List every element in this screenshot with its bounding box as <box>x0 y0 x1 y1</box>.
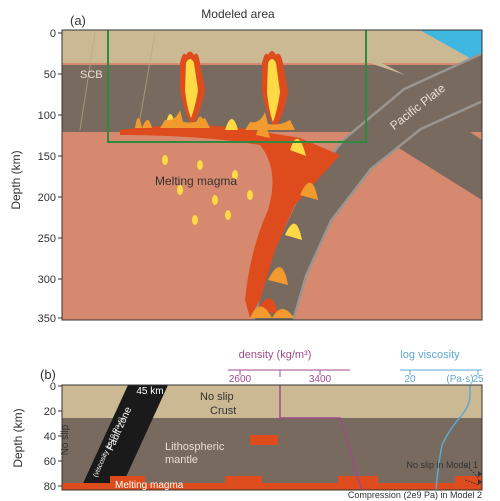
diagram-root: 0 50 100 150 200 250 300 350 Depth (km) … <box>0 0 500 501</box>
panel-a-ylabel: Depth (km) <box>9 150 23 209</box>
scb-label: SCB <box>80 69 103 81</box>
crust-label-b: Crust <box>210 405 236 417</box>
svg-text:80: 80 <box>44 481 56 493</box>
svg-text:100: 100 <box>38 110 56 122</box>
fault-width-label: 45 km <box>136 386 163 397</box>
model1-label: No slip in Model 1 <box>406 460 478 470</box>
svg-text:20: 20 <box>404 374 416 385</box>
svg-text:20: 20 <box>44 406 56 418</box>
panel-b-label: (b) <box>40 367 56 382</box>
svg-text:40: 40 <box>44 431 56 443</box>
density-axis: density (kg/m³) 2600 3400 <box>228 349 350 385</box>
svg-text:density (kg/m³): density (kg/m³) <box>239 349 312 361</box>
lith-mantle-label-1: Lithospheric <box>165 441 225 453</box>
melting-magma-label-a: Melting magma <box>155 174 237 188</box>
panel-a-label: (a) <box>70 13 86 28</box>
mantle-block <box>250 435 278 445</box>
no-slip-top: No slip <box>200 391 234 403</box>
svg-text:50: 50 <box>44 69 56 81</box>
svg-text:200: 200 <box>38 192 56 204</box>
svg-text:150: 150 <box>38 151 56 163</box>
svg-text:25: 25 <box>472 374 484 385</box>
svg-text:(Pa·s): (Pa·s) <box>446 374 473 385</box>
svg-text:60: 60 <box>44 456 56 468</box>
panel-b: 0 20 40 60 80 Depth (km) density (kg/m³)… <box>11 349 484 500</box>
svg-text:250: 250 <box>38 233 56 245</box>
lith-mantle-label-2: mantle <box>165 454 198 466</box>
viscosity-axis: log viscosity (Pa·s) 20 25 <box>400 349 484 385</box>
panel-a-yaxis: 0 50 100 150 200 250 300 350 <box>38 28 62 325</box>
no-slip-left: No slip <box>60 424 71 455</box>
modeled-area-label: Modeled area <box>201 7 275 21</box>
panel-a: 0 50 100 150 200 250 300 350 Depth (km) … <box>9 7 482 325</box>
svg-text:300: 300 <box>38 274 56 286</box>
panel-b-ylabel: Depth (km) <box>11 408 25 467</box>
svg-text:3400: 3400 <box>309 374 332 385</box>
model2-label: Compression (2e9 Pa) in Model 2 <box>348 490 482 500</box>
svg-text:log viscosity: log viscosity <box>400 349 460 361</box>
svg-text:0: 0 <box>50 381 56 393</box>
svg-text:0: 0 <box>50 28 56 40</box>
svg-text:2600: 2600 <box>229 374 252 385</box>
melting-magma-label-b: Melting magma <box>115 480 184 491</box>
svg-text:350: 350 <box>38 313 56 325</box>
